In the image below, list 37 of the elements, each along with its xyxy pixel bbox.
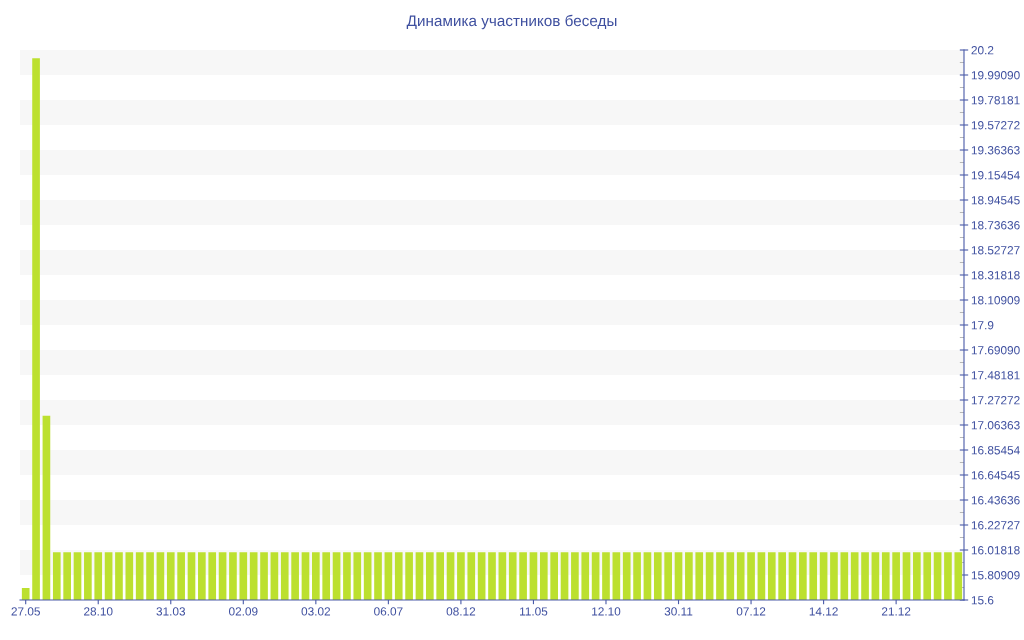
y-tick-label: 17.27272 — [971, 396, 1020, 405]
y-tick-label: 18.73636 — [971, 221, 1020, 230]
y-tick-label: 15.6 — [971, 596, 994, 605]
x-tick-label: 31.03 — [156, 607, 186, 616]
x-tick-label: 07.12 — [736, 607, 766, 616]
y-tick-label: 16.43636 — [971, 496, 1020, 505]
x-tick-label: 30.11 — [664, 607, 693, 616]
y-tick-label: 16.85454 — [971, 446, 1020, 455]
y-tick-label: 20.2 — [971, 46, 994, 55]
y-tick-label: 18.52727 — [971, 246, 1020, 255]
y-tick-label: 18.94545 — [971, 196, 1020, 205]
y-tick-label: 17.48181 — [971, 371, 1020, 380]
x-tick-label: 14.12 — [809, 607, 838, 616]
y-tick-label: 17.9 — [971, 321, 994, 330]
x-tick-label: 11.05 — [520, 607, 548, 616]
x-tick-label: 08.12 — [446, 607, 476, 616]
y-tick-label: 18.31818 — [971, 271, 1020, 280]
y-tick-label: 19.36363 — [971, 146, 1020, 155]
y-tick-label: 19.15454 — [971, 171, 1020, 180]
x-tick-label: 21.12 — [881, 607, 911, 616]
y-tick-label: 15.80909 — [971, 571, 1020, 580]
y-tick-label: 17.06363 — [971, 421, 1020, 430]
x-tick-label: 12.10 — [592, 607, 621, 616]
y-tick-label: 19.78181 — [971, 96, 1020, 105]
x-tick-label: 06.07 — [374, 607, 403, 616]
y-tick-label: 18.10909 — [971, 296, 1020, 305]
chart-title: Динамика участников беседы — [406, 14, 617, 30]
y-tick-label: 19.57272 — [971, 121, 1020, 130]
x-tick-label: 28.10 — [84, 607, 113, 616]
y-tick-label: 16.22727 — [971, 521, 1020, 530]
x-tick-label: 02.09 — [229, 607, 258, 616]
y-tick-label: 19.99090 — [971, 71, 1020, 80]
x-tick-label: 03.02 — [301, 607, 331, 616]
y-tick-label: 17.69090 — [971, 346, 1020, 355]
x-tick-label: 27.05 — [11, 607, 40, 616]
y-tick-label: 16.64545 — [971, 471, 1020, 480]
y-tick-label: 16.01818 — [971, 546, 1020, 555]
